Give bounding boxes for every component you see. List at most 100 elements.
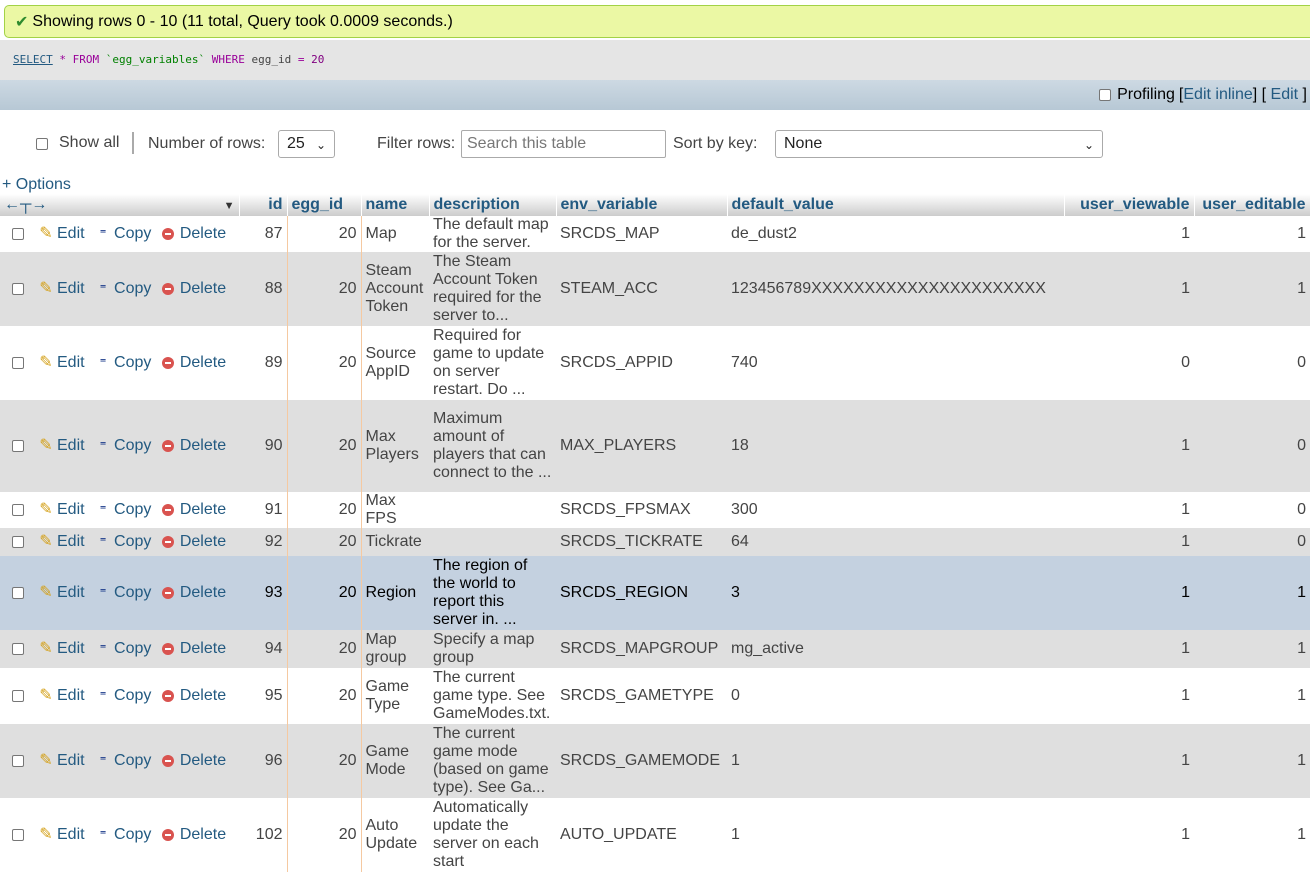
copy-button[interactable]: ⁼ Copy [95, 826, 152, 843]
cell-egg-id[interactable]: 20 [286, 326, 362, 400]
row-checkbox[interactable] [12, 535, 24, 548]
delete-button[interactable]: Delete [161, 584, 226, 601]
copy-button[interactable]: ⁼ Copy [95, 752, 152, 769]
edit-button[interactable]: ✎ Edit [39, 687, 85, 704]
cell-env-variable[interactable]: SRCDS_MAPGROUP [556, 630, 727, 668]
cell-name[interactable]: Max FPS [361, 492, 429, 528]
col-header-egg-id[interactable]: egg_id [287, 194, 362, 216]
cell-env-variable[interactable]: STEAM_ACC [556, 252, 727, 326]
copy-button[interactable]: ⁼ Copy [95, 354, 152, 371]
cell-egg-id[interactable]: 20 [286, 798, 362, 872]
copy-button[interactable]: ⁼ Copy [95, 225, 152, 242]
cell-egg-id[interactable]: 20 [286, 216, 362, 252]
cell-env-variable[interactable]: SRCDS_APPID [556, 326, 727, 400]
cell-user-viewable[interactable]: 1 [1064, 668, 1194, 724]
cell-description[interactable]: The current game mode (based on game typ… [429, 724, 556, 798]
cell-description[interactable] [429, 492, 556, 528]
cell-user-editable[interactable]: 1 [1194, 668, 1310, 724]
col-header-default-value[interactable]: default_value [727, 194, 1065, 216]
cell-name[interactable]: Region [361, 556, 429, 630]
cell-name[interactable]: Source AppID [361, 326, 429, 400]
edit-button[interactable]: ✎ Edit [39, 533, 85, 550]
cell-egg-id[interactable]: 20 [286, 492, 362, 528]
cell-user-editable[interactable]: 1 [1194, 556, 1310, 630]
cell-default-value[interactable]: 18 [727, 400, 1064, 492]
col-header-user-viewable[interactable]: user_viewable [1064, 194, 1195, 216]
edit-button[interactable]: ✎ Edit [39, 280, 85, 297]
cell-user-editable[interactable]: 1 [1194, 252, 1310, 326]
row-checkbox[interactable] [12, 689, 24, 702]
edit-button[interactable]: ✎ Edit [39, 826, 85, 843]
cell-user-viewable[interactable]: 1 [1064, 216, 1194, 252]
cell-user-editable[interactable]: 1 [1194, 216, 1310, 252]
cell-user-viewable[interactable]: 0 [1064, 326, 1194, 400]
row-checkbox[interactable] [12, 503, 24, 516]
cell-description[interactable]: Maximum amount of players that can conne… [429, 400, 556, 492]
copy-button[interactable]: ⁼ Copy [95, 280, 152, 297]
show-all-checkbox[interactable] [36, 138, 48, 150]
cell-name[interactable]: Game Type [361, 668, 429, 724]
cell-user-viewable[interactable]: 1 [1064, 798, 1194, 872]
row-checkbox[interactable] [12, 586, 24, 599]
cell-env-variable[interactable]: SRCDS_FPSMAX [556, 492, 727, 528]
row-checkbox[interactable] [12, 828, 24, 841]
cell-user-viewable[interactable]: 1 [1064, 630, 1194, 668]
cell-default-value[interactable]: 123456789XXXXXXXXXXXXXXXXXXXXXX [727, 252, 1064, 326]
cell-user-editable[interactable]: 1 [1194, 724, 1310, 798]
cell-default-value[interactable]: 740 [727, 326, 1064, 400]
cell-user-viewable[interactable]: 1 [1064, 724, 1194, 798]
cell-user-editable[interactable]: 0 [1194, 326, 1310, 400]
rows-select[interactable]: 25 ⌄ [278, 130, 335, 158]
cell-id[interactable]: 93 [239, 556, 287, 630]
chevron-down-icon[interactable]: ▼ [223, 200, 235, 212]
cell-env-variable[interactable]: SRCDS_GAMEMODE [556, 724, 727, 798]
delete-button[interactable]: Delete [161, 687, 226, 704]
delete-button[interactable]: Delete [161, 640, 226, 657]
cell-user-editable[interactable]: 1 [1194, 798, 1310, 872]
cell-user-viewable[interactable]: 1 [1064, 556, 1194, 630]
cell-user-viewable[interactable]: 1 [1064, 252, 1194, 326]
filter-input[interactable]: Search this table [461, 130, 666, 158]
cell-name[interactable]: Game Mode [361, 724, 429, 798]
column-controls[interactable]: ←┬→ ▼ [0, 194, 240, 216]
cell-id[interactable]: 90 [239, 400, 287, 492]
edit-button[interactable]: ✎ Edit [39, 640, 85, 657]
cell-default-value[interactable]: 64 [727, 528, 1064, 556]
cell-id[interactable]: 92 [239, 528, 287, 556]
cell-name[interactable]: Tickrate [361, 528, 429, 556]
cell-env-variable[interactable]: SRCDS_REGION [556, 556, 727, 630]
cell-default-value[interactable]: 0 [727, 668, 1064, 724]
cell-user-editable[interactable]: 1 [1194, 630, 1310, 668]
cell-name[interactable]: Steam Account Token [361, 252, 429, 326]
cell-id[interactable]: 88 [239, 252, 287, 326]
cell-egg-id[interactable]: 20 [286, 528, 362, 556]
copy-button[interactable]: ⁼ Copy [95, 533, 152, 550]
cell-default-value[interactable]: 1 [727, 798, 1064, 872]
cell-id[interactable]: 87 [239, 216, 287, 252]
cell-egg-id[interactable]: 20 [286, 556, 362, 630]
cell-name[interactable]: Map group [361, 630, 429, 668]
cell-user-viewable[interactable]: 1 [1064, 492, 1194, 528]
row-checkbox[interactable] [12, 439, 24, 452]
col-header-id[interactable]: id [239, 194, 288, 216]
cell-name[interactable]: Max Players [361, 400, 429, 492]
copy-button[interactable]: ⁼ Copy [95, 501, 152, 518]
options-link[interactable]: + Options [2, 176, 71, 193]
cell-egg-id[interactable]: 20 [286, 252, 362, 326]
cell-env-variable[interactable]: MAX_PLAYERS [556, 400, 727, 492]
edit-button[interactable]: ✎ Edit [39, 437, 85, 454]
delete-button[interactable]: Delete [161, 501, 226, 518]
cell-description[interactable]: The Steam Account Token required for the… [429, 252, 556, 326]
col-header-name[interactable]: name [361, 194, 430, 216]
cell-id[interactable]: 91 [239, 492, 287, 528]
profiling-checkbox[interactable] [1099, 89, 1112, 101]
cell-id[interactable]: 96 [239, 724, 287, 798]
cell-description[interactable]: The current game type. See GameModes.txt… [429, 668, 556, 724]
cell-id[interactable]: 89 [239, 326, 287, 400]
cell-id[interactable]: 95 [239, 668, 287, 724]
cell-description[interactable]: Required for game to update on server re… [429, 326, 556, 400]
cell-user-viewable[interactable]: 1 [1064, 400, 1194, 492]
row-checkbox[interactable] [12, 356, 24, 369]
col-header-user-editable[interactable]: user_editable [1194, 194, 1310, 216]
edit-button[interactable]: ✎ Edit [39, 501, 85, 518]
